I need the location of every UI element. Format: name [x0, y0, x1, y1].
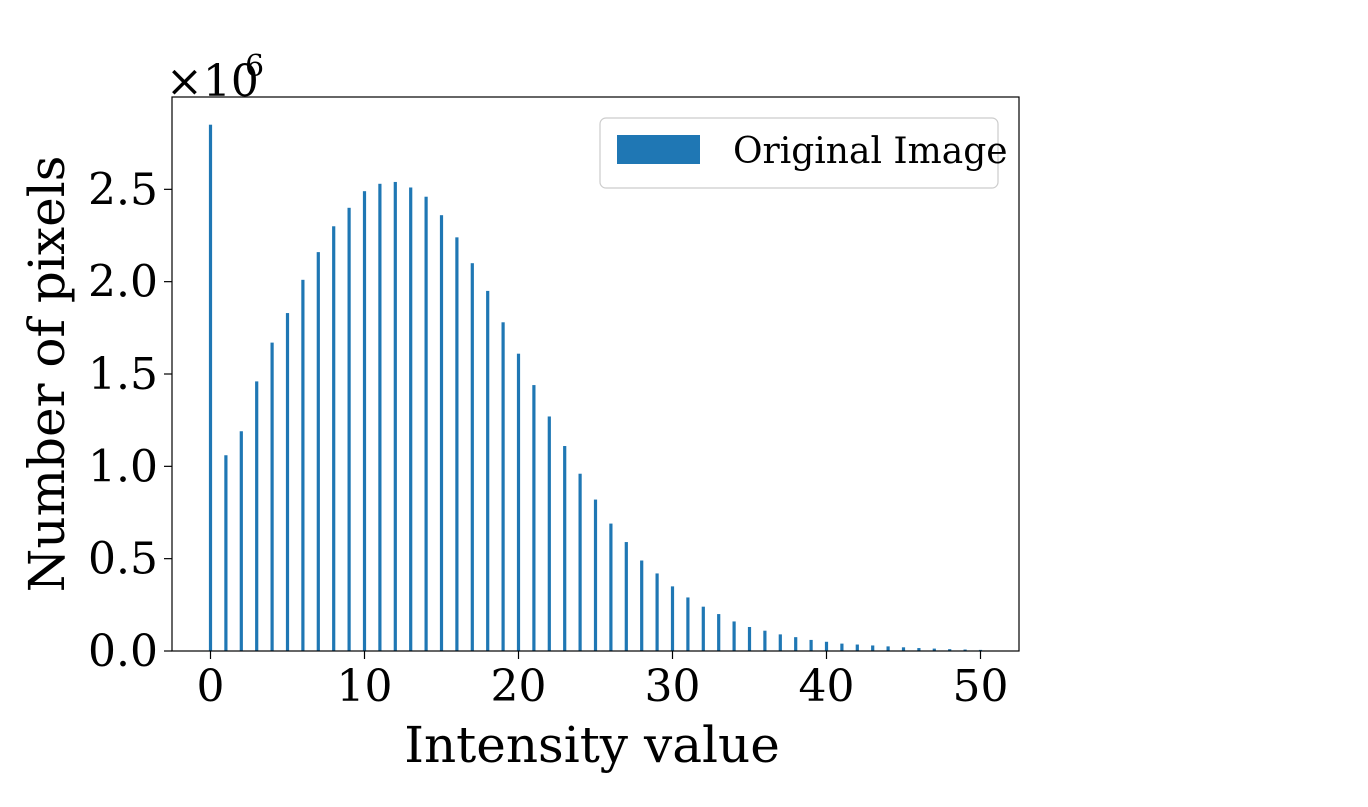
bar [963, 649, 967, 651]
bar [840, 643, 844, 651]
bar [347, 207, 351, 652]
bar [640, 560, 644, 651]
legend: Original Image [599, 117, 1008, 189]
bar [578, 473, 582, 651]
bar [285, 313, 290, 651]
bar [686, 597, 690, 651]
x-tick-label: 20 [491, 661, 547, 712]
bar [717, 614, 721, 651]
bar [948, 649, 952, 651]
x-tick-label: 10 [337, 661, 393, 712]
bar [409, 187, 413, 652]
bar [547, 416, 551, 651]
bar [393, 181, 397, 651]
bars-group [208, 124, 983, 652]
bar [701, 606, 705, 651]
y-axis-multiplier: ×10 6 [166, 49, 264, 107]
bar [747, 626, 752, 651]
x-tick-label: 50 [953, 661, 1009, 712]
y-tick-label: 2.0 [88, 257, 158, 308]
bar [794, 637, 798, 651]
y-axis-label: Number of pixels [18, 156, 76, 593]
bar [824, 641, 829, 651]
bar [763, 630, 767, 651]
bar [332, 226, 336, 651]
y-multiplier-base: ×10 [166, 56, 259, 107]
x-tick-label: 30 [645, 661, 701, 712]
bar [670, 586, 675, 651]
bar [255, 381, 259, 651]
bar [932, 648, 936, 651]
bar [486, 290, 490, 651]
y-tick-label: 1.0 [88, 441, 158, 492]
y-tick-label: 1.5 [88, 349, 158, 400]
bar [301, 279, 305, 651]
bar [609, 523, 613, 651]
bar [224, 455, 228, 651]
bar [455, 237, 459, 651]
bar [470, 263, 474, 651]
bar [901, 647, 906, 651]
bar [732, 621, 736, 651]
x-tick-label: 40 [799, 661, 855, 712]
y-multiplier-exponent: 6 [245, 49, 264, 84]
bar [239, 431, 243, 651]
bar [424, 196, 428, 651]
bar [624, 542, 628, 651]
y-tick-label: 0.5 [88, 534, 158, 585]
bar [593, 499, 598, 651]
bar [208, 124, 213, 651]
bar [439, 215, 444, 651]
bar [362, 191, 367, 651]
x-axis-label: Intensity value [404, 716, 780, 774]
y-axis-ticks: 0.0 0.5 1.0 1.5 2.0 2.5 [88, 164, 172, 677]
legend-swatch [617, 135, 700, 164]
bar [563, 446, 567, 651]
bar [871, 645, 875, 651]
bar [270, 342, 274, 651]
bar [532, 385, 536, 651]
y-tick-label: 0.0 [88, 626, 158, 677]
bar [778, 634, 782, 651]
bar [516, 353, 521, 651]
bar [886, 646, 890, 651]
bar [316, 252, 320, 651]
bar [809, 639, 813, 651]
legend-label: Original Image [733, 131, 1008, 172]
bar [501, 322, 505, 651]
y-tick-label: 2.5 [88, 164, 158, 215]
x-tick-label: 0 [197, 661, 225, 712]
bar [655, 573, 659, 651]
bar [917, 648, 921, 651]
bar [378, 183, 382, 652]
bar [855, 644, 859, 651]
x-axis-ticks: 0 10 20 30 40 50 [197, 651, 1009, 712]
